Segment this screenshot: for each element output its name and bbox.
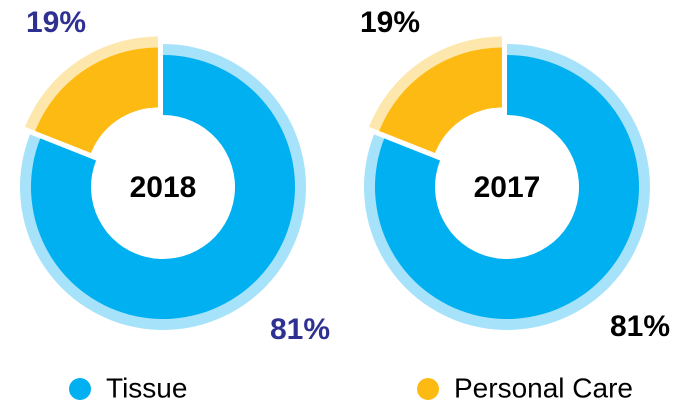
slice — [35, 47, 158, 154]
legend-marker — [69, 378, 91, 400]
legend-marker — [417, 378, 439, 400]
value-label: 81% — [610, 310, 670, 343]
value-label: 19% — [26, 6, 86, 39]
center-label: 2018 — [130, 171, 197, 204]
legend-label: Personal Care — [454, 372, 633, 403]
center-label: 2017 — [474, 171, 541, 204]
slice — [375, 55, 639, 319]
slice — [379, 47, 502, 154]
legend-label: Tissue — [106, 372, 187, 403]
slice-halo — [24, 36, 158, 133]
slice-halo — [368, 36, 502, 133]
slice — [30, 55, 296, 319]
value-label: 81% — [270, 313, 330, 346]
value-label: 19% — [360, 6, 420, 39]
